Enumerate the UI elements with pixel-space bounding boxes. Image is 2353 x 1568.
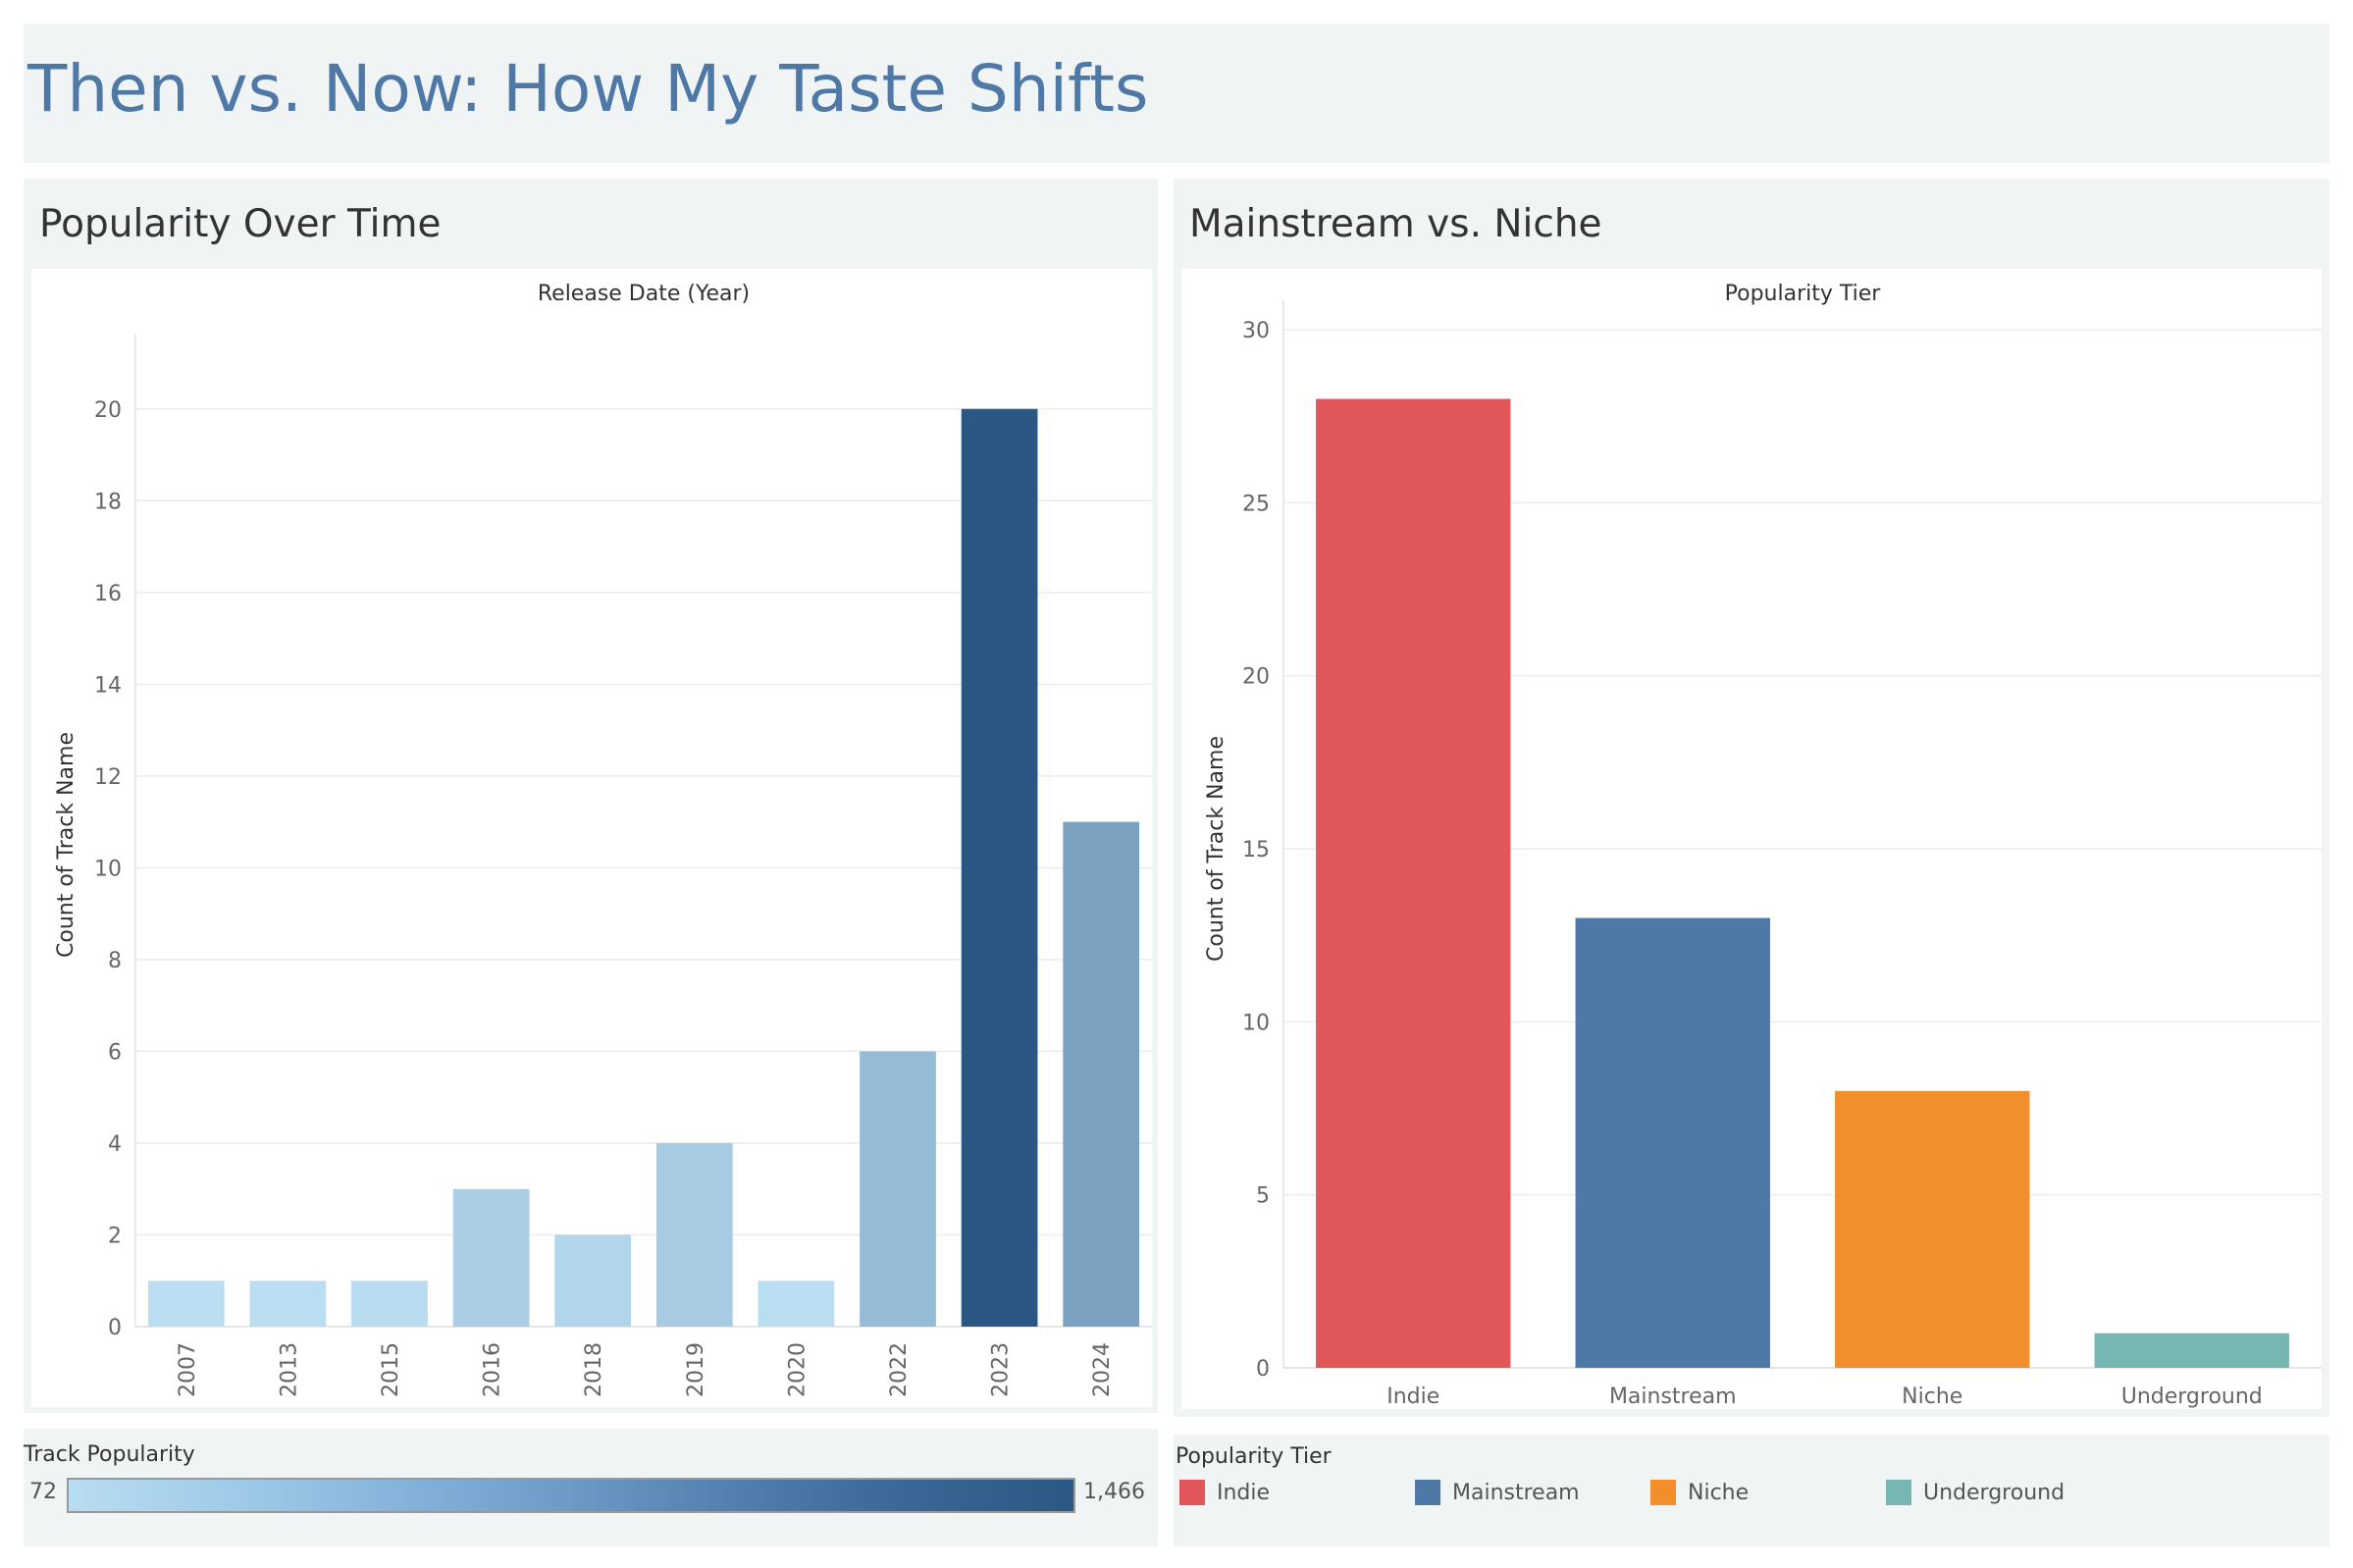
bar-2024: [1063, 821, 1140, 1327]
color-ramp: [67, 1478, 1075, 1513]
track-popularity-legend-title: Track Popularity: [24, 1442, 195, 1467]
bar-2013: [249, 1281, 327, 1327]
legend-label: Underground: [1923, 1480, 2065, 1505]
legend-item-underground[interactable]: Underground: [1886, 1478, 2065, 1507]
y-tick-label: 25: [1242, 492, 1270, 516]
legend-swatch: [1179, 1480, 1205, 1505]
x-tick-label: 2007: [176, 1342, 200, 1397]
y-tick-label: 14: [94, 673, 122, 698]
y-tick-label: 18: [94, 490, 122, 514]
popularity-tier-legend-items: Indie Mainstream Niche Underground: [1176, 1478, 2329, 1511]
right-chart-title: Mainstream vs. Niche: [1189, 202, 1602, 246]
dashboard-title: Then vs. Now: How My Taste Shifts: [27, 51, 1149, 127]
y-tick-label: 15: [1242, 838, 1270, 862]
color-ramp-min-label: 72: [29, 1480, 57, 1504]
bar-indie: [1316, 398, 1511, 1368]
y-tick-label: 0: [108, 1316, 122, 1340]
y-tick-label: 8: [108, 949, 122, 973]
legend-label: Niche: [1688, 1480, 1750, 1505]
bar-2015: [351, 1281, 428, 1327]
y-tick-label: 2: [108, 1224, 122, 1248]
bar-2018: [554, 1234, 632, 1327]
y-tick-label: 10: [1242, 1011, 1270, 1035]
color-ramp-max-label: 1,466: [1083, 1480, 1145, 1504]
x-tick-label: 2015: [379, 1342, 403, 1397]
mainstream-vs-niche-chart[interactable]: 0 5 10 15 20 25 30 Popularity Tier Count of Trac…: [1174, 179, 2329, 1417]
dashboard-title-bar: Then vs. Now: How My Taste Shifts: [24, 24, 2329, 163]
y-axis-title: Count of Track Name: [1204, 736, 1229, 962]
legend-item-niche[interactable]: Niche: [1650, 1478, 1749, 1507]
x-tick-label: 2022: [887, 1342, 912, 1397]
x-tick-label: Indie: [1386, 1385, 1439, 1409]
legend-item-indie[interactable]: Indie: [1179, 1478, 1270, 1507]
bar-2022: [860, 1051, 936, 1327]
bar-2023: [961, 408, 1038, 1327]
y-tick-label: 20: [94, 398, 122, 423]
popularity-tier-legend-title: Popularity Tier: [1176, 1444, 1332, 1469]
y-tick-label: 4: [108, 1132, 122, 1157]
x-tick-label: 2013: [277, 1342, 301, 1397]
bar-2016: [452, 1188, 530, 1327]
legend-label: Indie: [1217, 1480, 1271, 1505]
left-chart-title: Popularity Over Time: [39, 202, 442, 246]
y-tick-label: 20: [1242, 665, 1270, 690]
legend-item-mainstream[interactable]: Mainstream: [1415, 1478, 1580, 1507]
popularity-tier-legend: Popularity Tier Indie Mainstream Niche Unde…: [1174, 1435, 2329, 1546]
x-tick-label: 2024: [1090, 1342, 1115, 1397]
x-axis-title: Release Date (Year): [538, 282, 750, 306]
track-popularity-legend: Track Popularity 72 1,466: [24, 1429, 1158, 1546]
bar-mainstream: [1575, 917, 1770, 1368]
bar-niche: [1835, 1090, 2030, 1368]
y-tick-label: 0: [1256, 1357, 1270, 1382]
y-tick-label: 12: [94, 765, 122, 790]
legend-swatch: [1415, 1480, 1440, 1505]
x-tick-label: 2023: [989, 1342, 1014, 1397]
legend-swatch: [1650, 1480, 1676, 1505]
y-tick-label: 10: [94, 857, 122, 881]
y-tick-label: 16: [94, 582, 122, 606]
y-tick-label: 30: [1242, 319, 1270, 343]
y-axis-title: Count of Track Name: [54, 732, 78, 958]
x-tick-label: 2016: [481, 1342, 505, 1397]
x-axis-title: Popularity Tier: [1725, 282, 1882, 306]
popularity-over-time-chart[interactable]: 0 2 4 6 8 10 12 14 16 18 20 Release Date (Year) Coun…: [24, 179, 1158, 1413]
legend-label: Mainstream: [1452, 1480, 1580, 1505]
legend-swatch: [1886, 1480, 1911, 1505]
x-tick-label: Underground: [2121, 1385, 2263, 1409]
bar-underground: [2094, 1333, 2289, 1368]
x-tick-label: Niche: [1902, 1385, 1962, 1409]
bar-2020: [758, 1281, 835, 1327]
bar-2019: [655, 1142, 733, 1327]
x-tick-label: 2019: [684, 1342, 708, 1397]
bar-2007: [147, 1281, 225, 1327]
x-tick-label: 2020: [785, 1342, 810, 1397]
y-tick-label: 6: [108, 1040, 122, 1065]
y-tick-label: 5: [1256, 1184, 1270, 1209]
x-tick-label: Mainstream: [1609, 1385, 1737, 1409]
popularity-over-time-panel: Popularity Over Time 0 2 4 6 8 10 12 14 16 18 20 Re…: [24, 179, 1158, 1413]
mainstream-vs-niche-panel: Mainstream vs. Niche 0 5 10 15 20 25 30 Popular…: [1174, 179, 2329, 1417]
x-tick-label: 2018: [582, 1342, 606, 1397]
